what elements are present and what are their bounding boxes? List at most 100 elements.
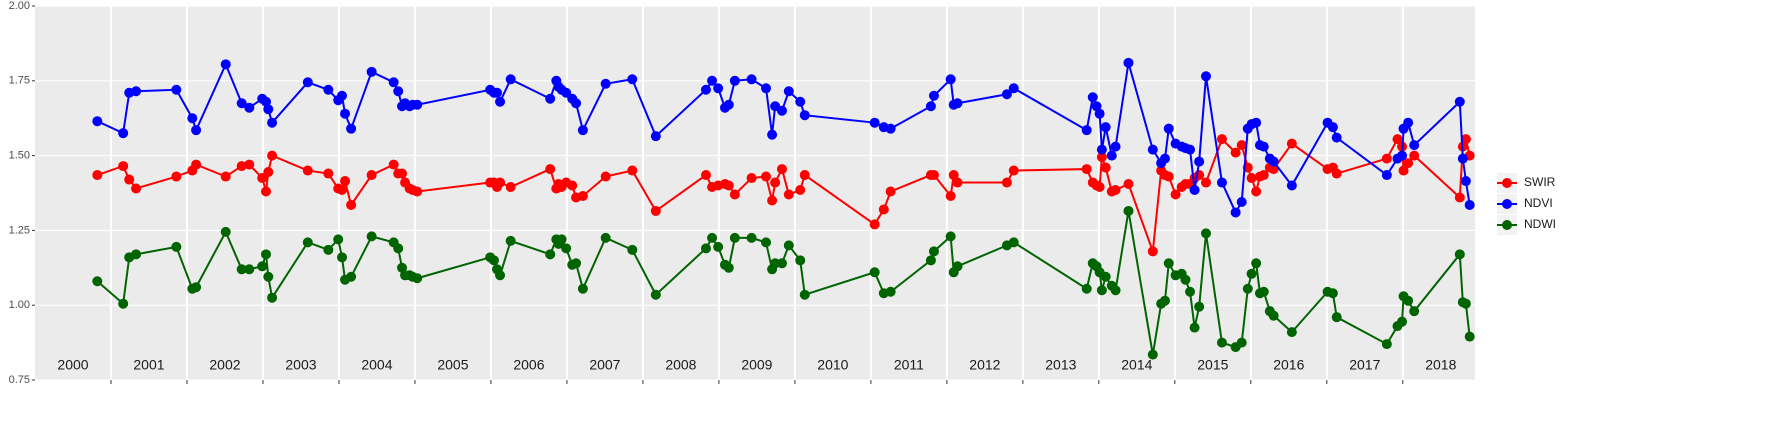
point bbox=[412, 273, 423, 284]
year-label: 2015 bbox=[1197, 357, 1228, 373]
point bbox=[1230, 147, 1241, 158]
point bbox=[1081, 283, 1092, 294]
point bbox=[770, 258, 781, 269]
point bbox=[393, 86, 404, 97]
point bbox=[1230, 207, 1241, 218]
point bbox=[767, 195, 778, 206]
point bbox=[1327, 288, 1338, 299]
point bbox=[1185, 144, 1196, 155]
point bbox=[267, 150, 278, 161]
point bbox=[700, 84, 711, 95]
point bbox=[952, 98, 963, 109]
series bbox=[92, 205, 1475, 360]
point bbox=[302, 77, 313, 88]
point bbox=[1147, 144, 1158, 155]
point bbox=[795, 185, 806, 196]
point bbox=[1464, 331, 1475, 342]
point bbox=[1110, 141, 1121, 152]
point bbox=[336, 90, 347, 101]
point bbox=[1460, 298, 1471, 309]
point bbox=[1268, 310, 1279, 321]
point bbox=[928, 90, 939, 101]
point bbox=[1331, 168, 1342, 179]
point bbox=[187, 113, 198, 124]
point bbox=[412, 99, 423, 110]
point bbox=[220, 226, 231, 237]
point bbox=[220, 59, 231, 70]
point bbox=[761, 171, 772, 182]
point bbox=[1163, 258, 1174, 269]
point bbox=[1464, 199, 1475, 210]
point bbox=[795, 255, 806, 266]
point bbox=[577, 283, 588, 294]
year-label: 2011 bbox=[894, 357, 924, 373]
point bbox=[244, 264, 255, 275]
point bbox=[1194, 156, 1205, 167]
point bbox=[1094, 108, 1105, 119]
point bbox=[561, 243, 572, 254]
point bbox=[1001, 177, 1012, 188]
point bbox=[723, 99, 734, 110]
point bbox=[776, 258, 787, 269]
year-label: 2006 bbox=[513, 357, 544, 373]
year-label: 2005 bbox=[437, 357, 468, 373]
point bbox=[650, 131, 661, 142]
point bbox=[1286, 138, 1297, 149]
point bbox=[1216, 177, 1227, 188]
point bbox=[131, 249, 142, 260]
point bbox=[1236, 337, 1247, 348]
point bbox=[366, 66, 377, 77]
point bbox=[799, 110, 810, 121]
point bbox=[1163, 171, 1174, 182]
point bbox=[945, 190, 956, 201]
legend-label: SWIR bbox=[1524, 175, 1556, 189]
point bbox=[783, 86, 794, 97]
y-tick-label: 1.25 bbox=[9, 224, 30, 236]
point bbox=[1268, 164, 1279, 175]
point bbox=[267, 292, 278, 303]
point bbox=[261, 249, 272, 260]
y-tick-label: 0.75 bbox=[9, 374, 30, 386]
point bbox=[776, 105, 787, 116]
point bbox=[1200, 228, 1211, 239]
point bbox=[267, 117, 278, 128]
point bbox=[795, 96, 806, 107]
legend: SWIR NDVI NDWI bbox=[1497, 173, 1556, 235]
point bbox=[1163, 123, 1174, 134]
point bbox=[571, 98, 582, 109]
legend-label: NDVI bbox=[1524, 196, 1553, 210]
point bbox=[869, 117, 880, 128]
point bbox=[495, 177, 506, 188]
point bbox=[783, 189, 794, 200]
point bbox=[885, 286, 896, 297]
point bbox=[505, 182, 516, 193]
point bbox=[600, 78, 611, 89]
point bbox=[1397, 150, 1408, 161]
point bbox=[1331, 312, 1342, 323]
point bbox=[1454, 96, 1465, 107]
point bbox=[928, 170, 939, 181]
point bbox=[577, 125, 588, 136]
point bbox=[346, 199, 357, 210]
point bbox=[1268, 156, 1279, 167]
point bbox=[746, 74, 757, 85]
point bbox=[707, 232, 718, 243]
y-tick-label: 1.75 bbox=[9, 75, 30, 87]
point bbox=[1251, 258, 1262, 269]
point bbox=[263, 167, 274, 178]
year-label: 2003 bbox=[285, 357, 316, 373]
point bbox=[1123, 57, 1134, 68]
point bbox=[650, 289, 661, 300]
point bbox=[1189, 322, 1200, 333]
point bbox=[1246, 268, 1257, 279]
point bbox=[1123, 205, 1134, 216]
point bbox=[1403, 295, 1414, 306]
y-tick-label: 2.00 bbox=[9, 0, 30, 12]
year-label: 2010 bbox=[817, 357, 848, 373]
point bbox=[505, 235, 516, 246]
point bbox=[1194, 301, 1205, 312]
point bbox=[1460, 134, 1471, 145]
point bbox=[397, 262, 408, 273]
point bbox=[1087, 92, 1098, 103]
